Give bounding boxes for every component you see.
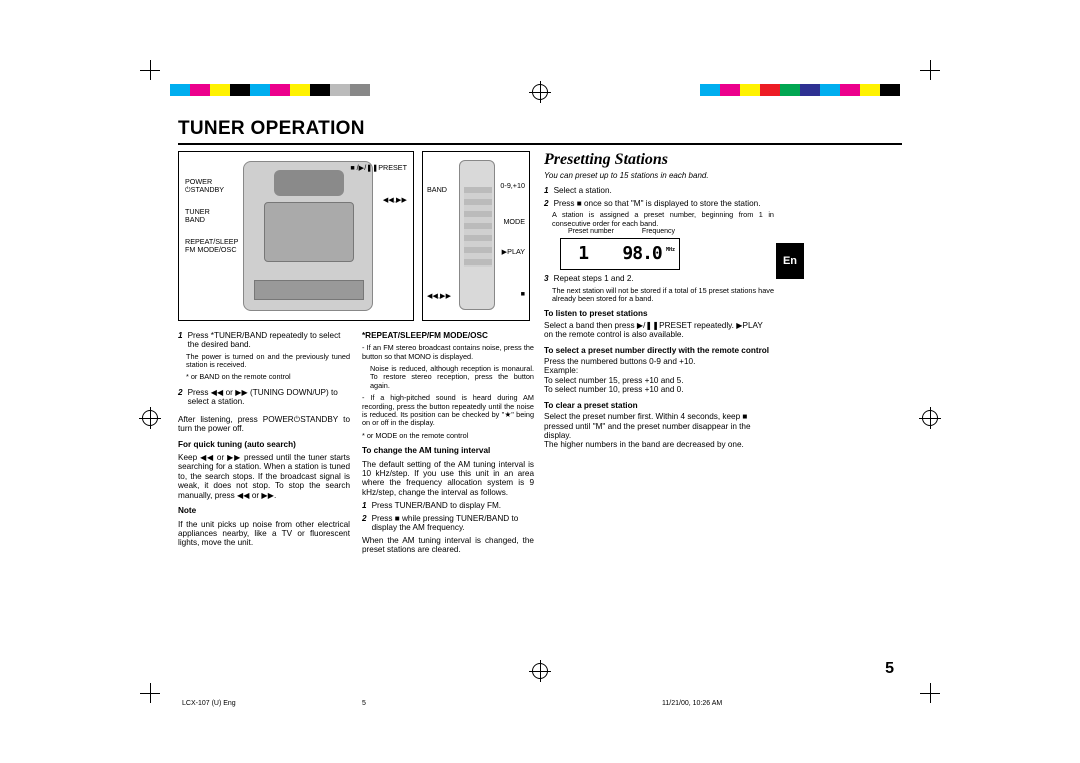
column-2: *REPEAT/SLEEP/FM MODE/OSC - If an FM ste…: [362, 331, 534, 559]
diagram-label: ◀◀,▶▶: [383, 196, 407, 204]
diagram-remote: BAND ◀◀,▶▶ 0-9,+10 MODE ▶PLAY ■: [422, 151, 530, 321]
step-text: Press ■ while pressing TUNER/BAND to dis…: [372, 514, 534, 533]
body-text: If the unit picks up noise from other el…: [178, 520, 350, 548]
subheading: To listen to preset stations: [544, 309, 774, 318]
body-text: When the AM tuning interval is changed, …: [362, 536, 534, 555]
step-text: Press ◀◀ or ▶▶ (TUNING DOWN/UP) to selec…: [188, 388, 350, 407]
diagram-label: 0-9,+10: [500, 182, 525, 190]
register-mark: [532, 84, 548, 100]
step-number: 2: [178, 388, 183, 407]
column-3: Presetting Stations You can preset up to…: [544, 151, 774, 559]
step-number: 1: [362, 501, 367, 510]
frequency-display: 98.0: [622, 244, 661, 265]
section-sub: You can preset up to 15 stations in each…: [544, 171, 774, 180]
step-text: Press TUNER/BAND to display FM.: [372, 501, 534, 510]
crop-mark: [920, 60, 940, 80]
remote-illustration: [459, 160, 495, 310]
diagram-label: TUNER BAND: [185, 208, 210, 225]
note-text: The next station will not be stored if a…: [544, 287, 774, 304]
title-rule: [178, 143, 902, 145]
subheading: For quick tuning (auto search): [178, 440, 350, 449]
section-heading: Presetting Stations: [544, 151, 774, 169]
color-bar-right: [700, 84, 900, 96]
footer-date: 11/21/00, 10:26 AM: [662, 700, 722, 708]
lcd-display: 1 98.0 MHz: [560, 238, 680, 270]
label: Frequency: [642, 228, 675, 236]
diagram-label: POWER ⏻STANDBY: [185, 178, 224, 195]
body-text: * or MODE on the remote control: [362, 432, 534, 440]
page-content: TUNER OPERATION POWER ⏻STANDBY TUNER BAN…: [178, 118, 902, 678]
diagram-label: MODE: [503, 218, 525, 226]
step-number: 2: [544, 199, 549, 208]
footer: LCX-107 (U) Eng 5 11/21/00, 10:26 AM: [178, 700, 902, 708]
body-text: Press the numbered buttons 0-9 and +10.: [544, 357, 774, 366]
step-text: Press *TUNER/BAND repeatedly to select t…: [188, 331, 350, 350]
stereo-illustration: [243, 161, 373, 311]
body-text: Keep ◀◀ or ▶▶ pressed until the tuner st…: [178, 453, 350, 500]
body-text: To select number 15, press +10 and 5.: [544, 376, 774, 385]
subheading: *REPEAT/SLEEP/FM MODE/OSC: [362, 331, 534, 340]
step-text: Press ■ once so that "M" is displayed to…: [554, 199, 774, 208]
label: Preset number: [568, 228, 614, 236]
diagram-label: ▶PLAY: [502, 248, 525, 256]
unit-label: MHz: [666, 248, 675, 254]
diagram-label: REPEAT/SLEEP FM MODE/OSC: [185, 238, 238, 255]
step-number: 1: [178, 331, 183, 350]
language-tab: En: [776, 243, 804, 279]
step-number: 1: [544, 186, 549, 195]
subheading: To change the AM tuning interval: [362, 446, 534, 455]
color-bar-left: [170, 84, 370, 96]
crop-mark: [140, 60, 160, 80]
display-labels: Preset number Frequency: [568, 228, 774, 236]
subheading: To clear a preset station: [544, 401, 774, 410]
body-text: - If an FM stereo broadcast contains noi…: [362, 344, 534, 361]
page-title: TUNER OPERATION: [178, 118, 902, 140]
step-text: Repeat steps 1 and 2.: [554, 274, 774, 283]
footer-page: 5: [362, 700, 662, 708]
subheading: Note: [178, 506, 350, 515]
preset-number-display: 1: [578, 244, 588, 265]
column-1: 1 Press *TUNER/BAND repeatedly to select …: [178, 331, 350, 559]
body-text: After listening, press POWER⏻STANDBY to …: [178, 415, 350, 434]
body-text: Select the preset number first. Within 4…: [544, 412, 774, 440]
body-text: Example:: [544, 366, 774, 375]
step-number: 3: [544, 274, 549, 283]
subheading: To select a preset number directly with …: [544, 346, 774, 355]
diagram-label: ◀◀,▶▶: [427, 292, 451, 300]
body-text: Noise is reduced, although reception is …: [362, 365, 534, 390]
diagram-main-unit: POWER ⏻STANDBY TUNER BAND REPEAT/SLEEP F…: [178, 151, 414, 321]
diagram-label: ■ /▶/❚❚PRESET: [350, 164, 407, 172]
register-mark: [922, 410, 938, 426]
note-text: * or BAND on the remote control: [178, 373, 350, 381]
diagram-label: BAND: [427, 186, 447, 194]
crop-mark: [140, 683, 160, 703]
note-text: A station is assigned a preset number, b…: [544, 211, 774, 228]
body-text: To select number 10, press +10 and 0.: [544, 385, 774, 394]
register-mark: [142, 410, 158, 426]
body-text: The higher numbers in the band are decre…: [544, 440, 774, 449]
note-text: The power is turned on and the previousl…: [178, 353, 350, 370]
step-number: 2: [362, 514, 367, 533]
page-number: 5: [885, 660, 894, 678]
body-text: Select a band then press ▶/❚❚PRESET repe…: [544, 321, 774, 340]
step-text: Select a station.: [554, 186, 774, 195]
body-text: The default setting of the AM tuning int…: [362, 460, 534, 498]
diagram-label: ■: [521, 290, 525, 298]
crop-mark: [920, 683, 940, 703]
body-text: - If a high-pitched sound is heard durin…: [362, 394, 534, 428]
footer-doc: LCX-107 (U) Eng: [182, 700, 362, 708]
